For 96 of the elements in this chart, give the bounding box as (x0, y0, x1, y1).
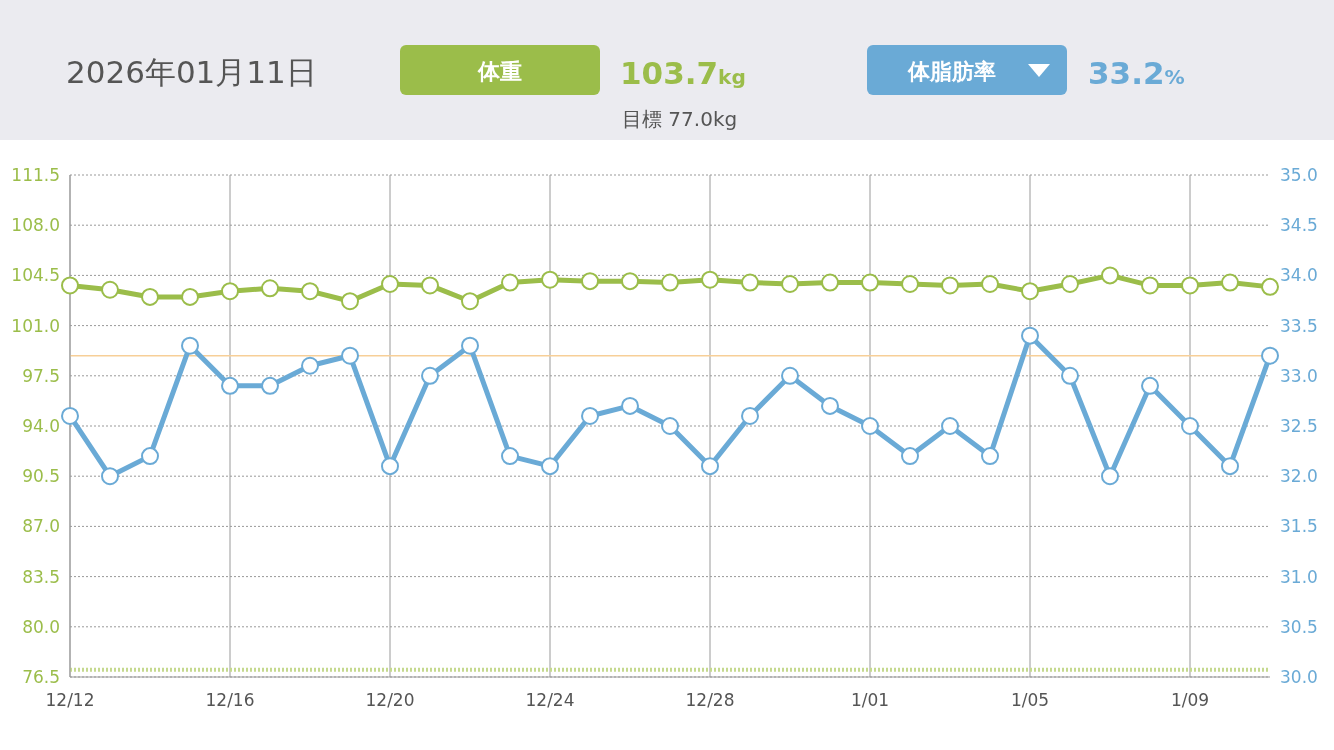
point (61, 406, 79, 425)
y-tick-label: 83.5 (22, 566, 60, 587)
y2-tick-label: 33.0 (1280, 365, 1318, 386)
y2-tick-label: 34.5 (1280, 215, 1318, 236)
y-tick-label: 108.0 (11, 215, 60, 236)
point (941, 417, 959, 435)
x-tick-label: 1/09 (1170, 690, 1210, 710)
point (1221, 273, 1239, 292)
point (701, 457, 719, 476)
point (661, 273, 679, 292)
point (901, 447, 919, 466)
point (741, 273, 759, 292)
y-tick-label: 90.5 (22, 466, 60, 487)
y-tick-label: 94.0 (22, 416, 60, 436)
point (141, 287, 159, 306)
point (221, 282, 239, 301)
point (821, 396, 839, 415)
point (1061, 275, 1079, 294)
x-tick-label: 12/20 (365, 690, 415, 710)
point (1261, 346, 1279, 365)
point (701, 270, 719, 289)
point (181, 336, 199, 355)
point (461, 336, 479, 355)
point (541, 457, 559, 476)
y2-tick-label: 30.5 (1280, 616, 1318, 637)
x-tick-label: 12/28 (685, 690, 735, 710)
x-tick-label: 1/01 (850, 690, 890, 710)
point (941, 276, 959, 295)
text: 目標 77.0kg (622, 107, 738, 131)
point (781, 275, 799, 294)
point (621, 272, 639, 291)
y2-tick-label: 31.0 (1280, 566, 1318, 587)
point (1141, 276, 1159, 295)
point (541, 270, 559, 289)
point (61, 276, 79, 295)
point (341, 292, 359, 311)
point (1221, 457, 1239, 476)
point (381, 457, 399, 476)
point (901, 275, 919, 294)
x-tick-label: 12/24 (525, 690, 575, 710)
y2-tick-label: 34.0 (1280, 265, 1318, 286)
point (301, 282, 319, 301)
point (1261, 277, 1279, 296)
y2-tick-label: 32.0 (1280, 466, 1318, 487)
y2-tick-label: 30.0 (1280, 667, 1318, 687)
y2-tick-label: 31.5 (1280, 516, 1318, 537)
point (821, 273, 839, 292)
point (781, 366, 799, 385)
y2-tick-label: 33.5 (1280, 315, 1318, 336)
y-tick-label: 101.0 (11, 315, 60, 336)
point (101, 280, 119, 299)
y-tick-label: 87.0 (22, 516, 60, 537)
point (461, 292, 479, 311)
point (1181, 417, 1199, 435)
point (581, 406, 599, 425)
text: 33.2% (1088, 55, 1185, 91)
point (1061, 366, 1079, 385)
text: 103.7kg (620, 55, 746, 91)
x-tick-label: 12/16 (205, 690, 255, 710)
point (861, 417, 879, 435)
point (1101, 266, 1119, 285)
y-tick-label: 97.5 (22, 365, 60, 386)
point (421, 276, 439, 295)
point (501, 273, 519, 292)
y2-tick-label: 35.0 (1280, 165, 1318, 185)
point (621, 396, 639, 415)
x-tick-label: 1/05 (1010, 690, 1050, 710)
point (581, 272, 599, 291)
point (261, 279, 279, 298)
point (861, 273, 879, 292)
x-tick-label: 12/12 (45, 690, 95, 710)
y2-tick-label: 32.5 (1280, 416, 1318, 436)
point (1021, 326, 1039, 345)
point (501, 447, 519, 466)
point (141, 447, 159, 466)
point (421, 366, 439, 385)
point (301, 356, 319, 375)
point (741, 406, 759, 425)
point (981, 447, 999, 466)
point (381, 275, 399, 294)
chart-title: 2026年01月11日 (66, 54, 317, 90)
point (1141, 376, 1159, 395)
point (341, 346, 359, 365)
point (181, 287, 199, 306)
point (661, 417, 679, 435)
y-tick-label: 76.5 (22, 667, 60, 687)
point (1181, 276, 1199, 295)
y-tick-label: 104.5 (11, 265, 60, 286)
point (221, 376, 239, 395)
point (1101, 467, 1119, 486)
y-tick-label: 111.5 (11, 165, 60, 185)
point (981, 275, 999, 294)
point (1021, 282, 1039, 301)
y-tick-label: 80.0 (22, 616, 60, 637)
point (261, 376, 279, 395)
point (101, 467, 119, 486)
